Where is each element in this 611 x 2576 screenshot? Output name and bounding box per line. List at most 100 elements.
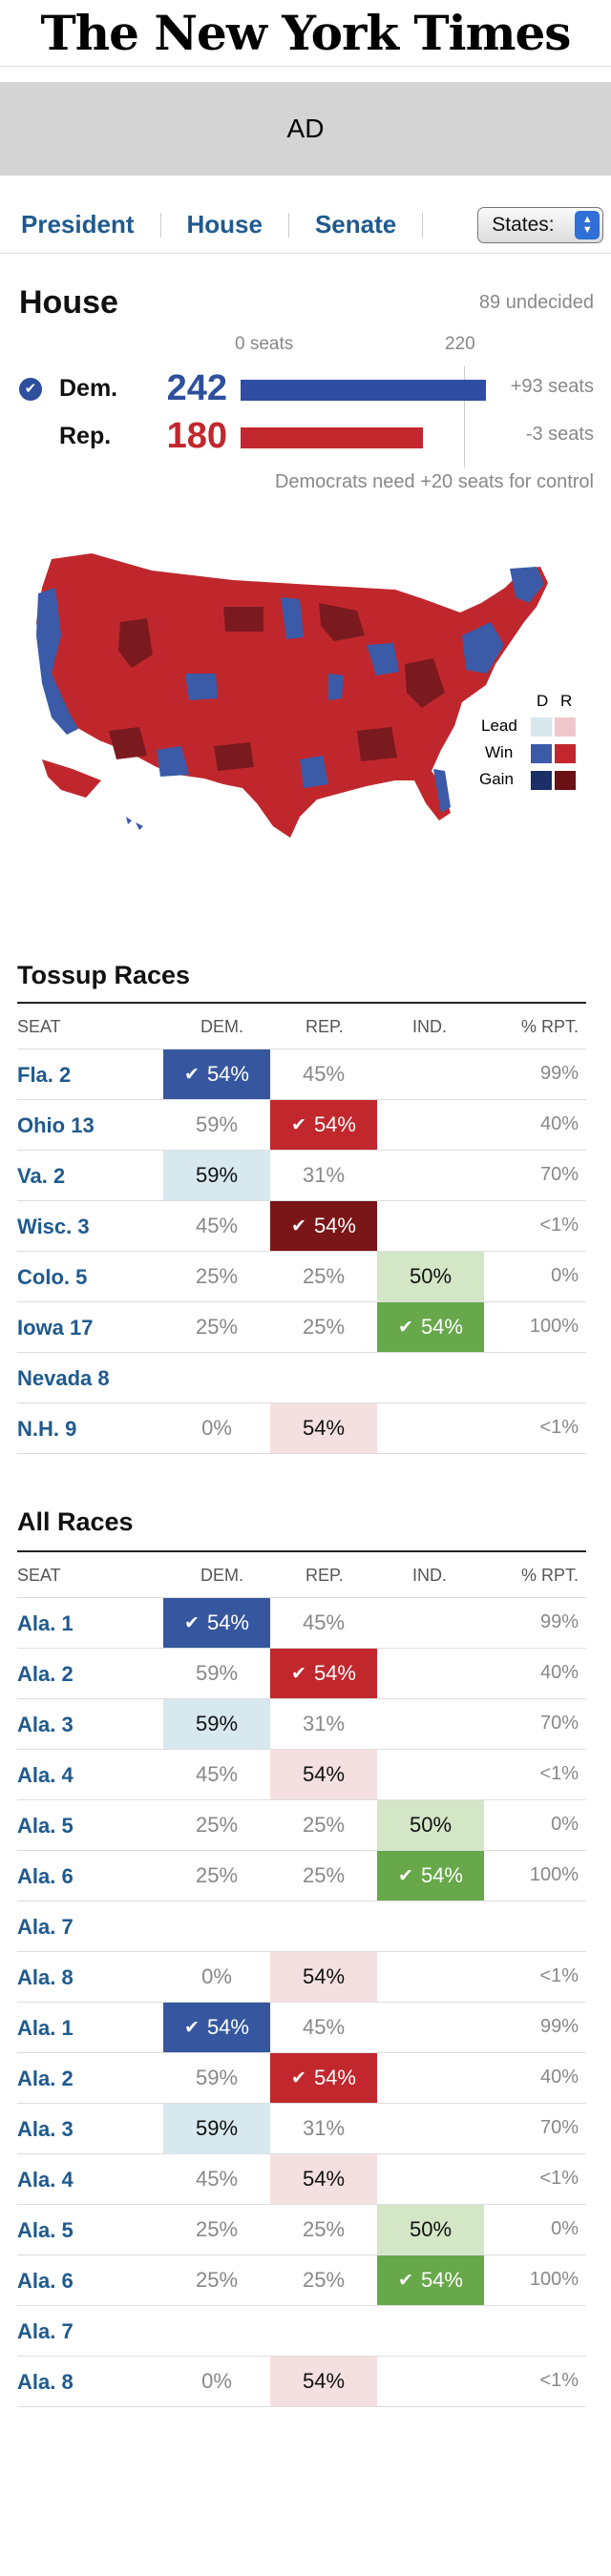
- seat-link[interactable]: Nevada 8: [17, 1366, 110, 1390]
- table-row[interactable]: Ala. 3 59% 31% 70%: [17, 2104, 586, 2154]
- seat-link[interactable]: Ala. 1: [17, 2016, 74, 2040]
- dem-percent: 54%: [206, 2015, 249, 2039]
- dem-result-cell: 0%: [163, 2357, 270, 2406]
- seat-link[interactable]: Ala. 4: [17, 2168, 74, 2192]
- house-results-map[interactable]: D R Lead Win Gain: [13, 530, 592, 885]
- table-row[interactable]: Ala. 6 25% 25% ✔ 54% 100%: [17, 1851, 586, 1901]
- seat-link[interactable]: N.H. 9: [17, 1417, 77, 1441]
- column-header-dem: DEM.: [200, 1566, 243, 1585]
- table-row[interactable]: Colo. 5 25% 25% 50% 0%: [17, 1252, 586, 1302]
- ind-percent: 50%: [409, 2217, 453, 2241]
- ind-result-cell: [377, 2104, 484, 2153]
- table-row[interactable]: Ala. 8 0% 54% <1%: [17, 1952, 586, 2003]
- table-row[interactable]: Ala. 2 59% ✔ 54% 40%: [17, 2053, 586, 2104]
- scale-mark-label: 220: [445, 334, 475, 354]
- winner-check-icon: ✔: [291, 1663, 306, 1684]
- legend-swatch-dem-win: [531, 744, 552, 763]
- ind-result-cell: [377, 2357, 484, 2406]
- winner-check-icon: ✔: [184, 1612, 200, 1633]
- dem-result-cell: 59%: [163, 1699, 270, 1749]
- rep-result-cell: 45%: [270, 1598, 377, 1648]
- seat-link[interactable]: Ala. 6: [17, 1864, 74, 1888]
- table-row[interactable]: Ala. 5 25% 25% 50% 0%: [17, 2205, 586, 2255]
- seat-link[interactable]: Fla. 2: [17, 1063, 72, 1087]
- seat-link[interactable]: Colo. 5: [17, 1265, 88, 1289]
- table-row[interactable]: Ala. 1 ✔ 54% 45% 99%: [17, 1598, 586, 1649]
- rep-result-cell: 45%: [270, 1049, 377, 1099]
- dem-result-cell: 25%: [163, 2255, 270, 2305]
- table-row[interactable]: Ala. 4 45% 54% <1%: [17, 1750, 586, 1800]
- all-races-table: SEAT DEM. REP. IND.% RPT. Ala. 1 ✔ 54% 45% 99% Al…: [17, 1552, 586, 2407]
- table-row[interactable]: Ala. 7: [17, 1901, 586, 1952]
- seat-link[interactable]: Ala. 3: [17, 2117, 74, 2141]
- table-row[interactable]: Iowa 17 25% 25% ✔ 54% 100%: [17, 1302, 586, 1353]
- table-row[interactable]: Ala. 5 25% 25% 50% 0%: [17, 1800, 586, 1851]
- states-select[interactable]: States: ▲ ▼: [477, 206, 604, 243]
- rep-result-cell: 54%: [270, 1750, 377, 1799]
- nav-divider: [159, 212, 161, 238]
- seat-link[interactable]: Ala. 8: [17, 2370, 74, 2394]
- seat-link[interactable]: Ohio 13: [17, 1113, 95, 1137]
- dem-result-cell: 45%: [163, 2154, 270, 2204]
- seat-link[interactable]: Ala. 7: [17, 2319, 74, 2343]
- seat-link[interactable]: Ala. 5: [17, 2218, 74, 2242]
- table-row[interactable]: Ala. 7: [17, 2306, 586, 2357]
- seat-link[interactable]: Ala. 2: [17, 2067, 74, 2090]
- table-row[interactable]: Ala. 6 25% 25% ✔ 54% 100%: [17, 2255, 586, 2306]
- winner-check-icon: ✔: [291, 1215, 306, 1236]
- percent-reporting: 40%: [539, 2067, 579, 2088]
- table-row[interactable]: Ohio 13 59% ✔ 54% 40%: [17, 1100, 586, 1151]
- table-row[interactable]: Nevada 8: [17, 1353, 586, 1403]
- legend-row-gain: Gain: [479, 770, 514, 788]
- nav-item-house[interactable]: House: [186, 210, 263, 239]
- table-row[interactable]: Ala. 4 45% 54% <1%: [17, 2154, 586, 2205]
- rep-percent: 45%: [302, 1062, 346, 1086]
- percent-reporting: <1%: [539, 1965, 579, 1986]
- rep-percent: 45%: [302, 2015, 346, 2039]
- control-note: Democrats need +20 seats for control: [274, 471, 594, 492]
- seat-bar: [241, 427, 424, 448]
- nav-item-president[interactable]: President: [21, 210, 135, 239]
- seat-link[interactable]: Ala. 7: [17, 1915, 74, 1939]
- rep-result-cell: ✔ 54%: [270, 1100, 377, 1150]
- table-row[interactable]: Ala. 8 0% 54% <1%: [17, 2357, 586, 2407]
- dem-percent: 25%: [195, 1315, 239, 1339]
- seat-link[interactable]: Ala. 5: [17, 1814, 74, 1838]
- tossup-table: SEAT DEM. REP. IND. % RPT. Fla. 2 ✔ 54% 45% 99% Oh…: [17, 1004, 586, 1454]
- table-row[interactable]: Va. 2 59% 31% 70%: [17, 1151, 586, 1201]
- seat-link[interactable]: Ala. 8: [17, 1965, 74, 1989]
- table-row[interactable]: N.H. 9 0% 54% <1%: [17, 1403, 586, 1454]
- seat-link[interactable]: Ala. 3: [17, 1713, 74, 1736]
- ind-result-cell: [377, 2003, 484, 2052]
- seat-link[interactable]: Ala. 6: [17, 2269, 74, 2293]
- percent-reporting: <1%: [539, 2168, 579, 2189]
- table-row[interactable]: Ala. 1 ✔ 54% 45% 99%: [17, 2003, 586, 2053]
- percent-reporting: 99%: [539, 1611, 579, 1632]
- winner-check-icon: ✔: [184, 1064, 200, 1085]
- rep-result-cell: 25%: [270, 1302, 377, 1352]
- seat-link[interactable]: Iowa 17: [17, 1316, 94, 1340]
- ad-banner[interactable]: AD: [0, 82, 611, 176]
- dem-result-cell: 45%: [163, 1201, 270, 1251]
- nav-item-senate[interactable]: Senate: [314, 210, 397, 239]
- table-row[interactable]: Ala. 3 59% 31% 70%: [17, 1699, 586, 1750]
- ind-result-cell: [377, 2053, 484, 2103]
- percent-reporting: 0%: [551, 2218, 579, 2239]
- table-row[interactable]: Fla. 2 ✔ 54% 45% 99%: [17, 1049, 586, 1100]
- seat-link[interactable]: Ala. 1: [17, 1611, 74, 1635]
- nyt-logo[interactable]: The New York Times: [40, 5, 572, 61]
- legend-swatch-rep-gain: [555, 771, 576, 790]
- table-row[interactable]: Ala. 2 59% ✔ 54% 40%: [17, 1649, 586, 1699]
- rep-result-cell: 25%: [270, 1252, 377, 1301]
- seat-link[interactable]: Ala. 4: [17, 1763, 74, 1787]
- table-row[interactable]: Wisc. 3 45% ✔ 54% <1%: [17, 1201, 586, 1252]
- seat-link[interactable]: Va. 2: [17, 1164, 66, 1188]
- legend-row-win: Win: [485, 743, 513, 761]
- seat-link[interactable]: Ala. 2: [17, 1662, 74, 1686]
- ind-result-cell: [377, 1151, 484, 1200]
- seat-link[interactable]: Wisc. 3: [17, 1215, 90, 1238]
- majority-line: [464, 366, 465, 467]
- legend-col-d: D: [537, 692, 548, 710]
- percent-reporting: 100%: [529, 1864, 579, 1885]
- percent-reporting: 70%: [539, 1713, 579, 1734]
